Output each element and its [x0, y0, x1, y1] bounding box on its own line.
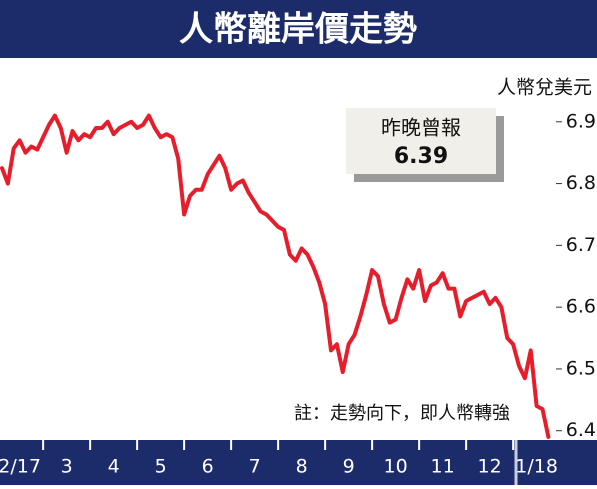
x-tick-label: 6	[202, 456, 214, 478]
x-tick-label: 7	[249, 456, 261, 478]
y-axis-label: 人幣兌美元	[497, 77, 592, 99]
x-tick-label: 10	[384, 456, 408, 478]
x-tick-label: 4	[108, 456, 120, 478]
x-tick-label: 12	[478, 456, 502, 478]
annotation: 昨晚曾報 6.39	[346, 108, 504, 182]
y-tick-label: 6.4	[566, 419, 596, 441]
note: 註：走勢向下，即人幣轉強	[294, 403, 510, 424]
annotation-box	[346, 108, 496, 174]
x-tick-label: 9	[343, 456, 355, 478]
annotation-title: 昨晚曾報	[381, 116, 461, 140]
title-banner	[0, 0, 597, 58]
x-tick-label: 5	[155, 456, 167, 478]
y-tick-label: 6.9	[566, 110, 596, 132]
x-tick-label: 1/18	[515, 456, 558, 478]
y-tick-label: 6.6	[566, 296, 596, 318]
x-tick-label: 3	[61, 456, 73, 478]
y-tick-label: 6.5	[566, 357, 596, 379]
y-tick-label: 6.7	[566, 234, 596, 256]
x-tick-label: 11	[431, 456, 455, 478]
line-series	[0, 113, 551, 439]
x-axis-band	[0, 440, 597, 485]
x-tick-label: 2/17	[0, 456, 41, 478]
chart-title: 人幣離岸價走勢	[179, 10, 417, 50]
y-tick-label: 6.8	[566, 172, 596, 194]
annotation-value: 6.39	[394, 144, 448, 169]
x-tick-label: 8	[296, 456, 308, 478]
